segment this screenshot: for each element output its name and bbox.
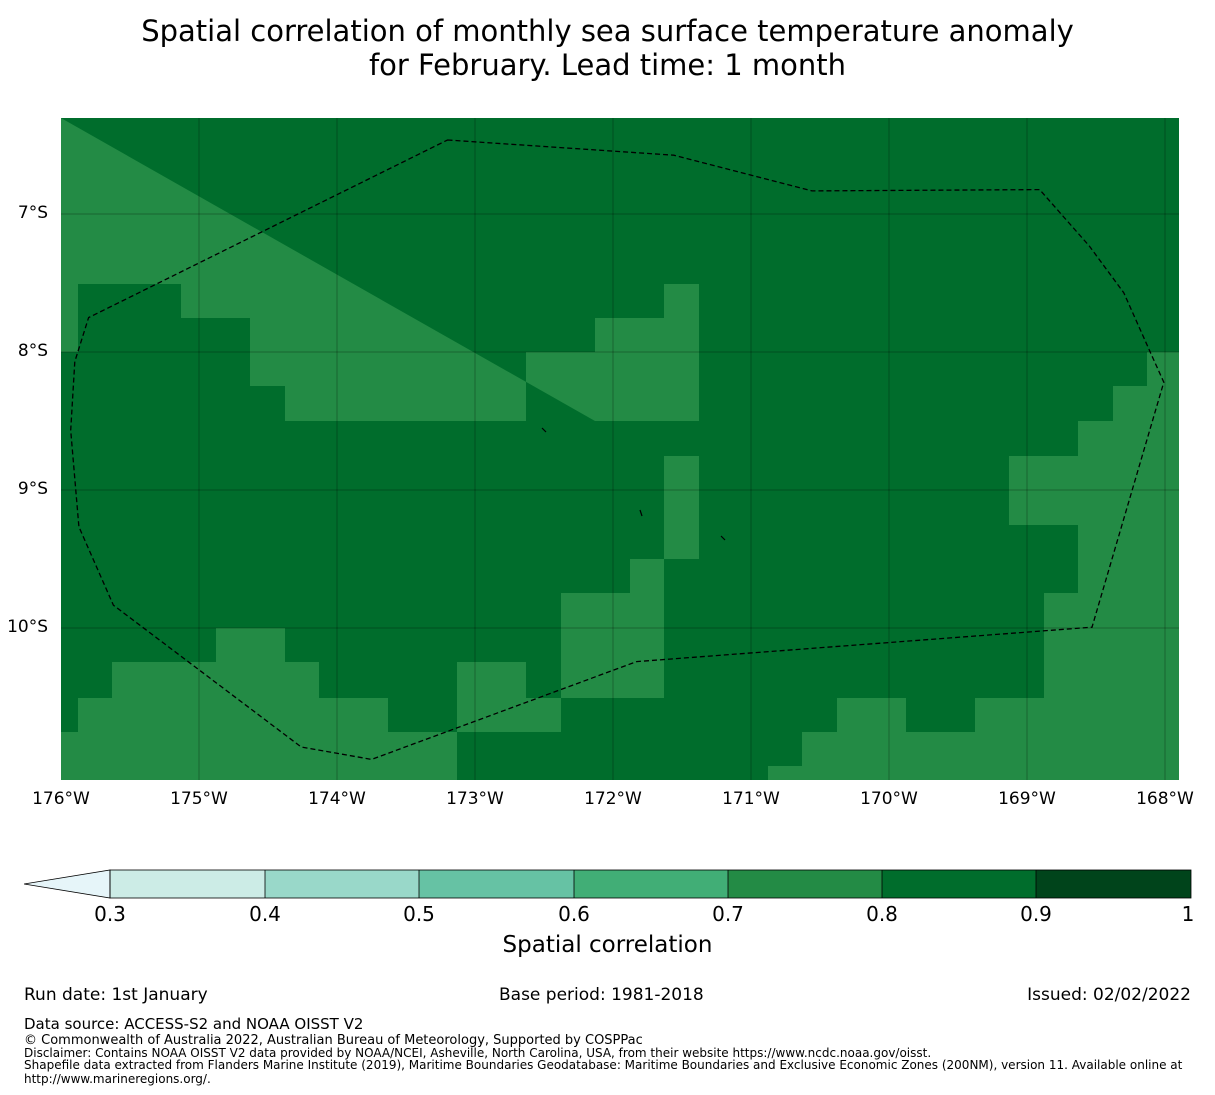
lat-label-8s: 8°S: [17, 341, 48, 361]
colorbar-segment-0.8-0.9: [882, 870, 1036, 898]
issued-date: Issued: 02/02/2022: [1027, 985, 1191, 1005]
eez-boundary: [70, 139, 1165, 761]
title-line-2: for February. Lead time: 1 month: [368, 48, 847, 82]
colorbar-tick-0.5: 0.5: [403, 902, 435, 926]
lon-label-176w: 176°W: [32, 789, 90, 809]
island-3: [720, 535, 726, 541]
base-period: Base period: 1981-2018: [499, 985, 704, 1005]
colorbar-tick-0.8: 0.8: [866, 902, 898, 926]
island-2: [639, 509, 643, 517]
chart-title: Spatial correlation of monthly sea surfa…: [0, 14, 1215, 82]
correlation-map[interactable]: [61, 118, 1179, 780]
colorbar-segment-0.7-0.8: [728, 870, 882, 898]
colorbar-tick-0.3: 0.3: [94, 902, 126, 926]
copyright: © Commonwealth of Australia 2022, Austra…: [24, 1033, 643, 1048]
colorbar-tick-1: 1: [1181, 902, 1195, 926]
island-1: [541, 427, 547, 433]
lon-label-175w: 175°W: [170, 789, 228, 809]
data-source: Data source: ACCESS-S2 and NOAA OISST V2: [24, 1015, 364, 1033]
colorbar: [23, 869, 1194, 899]
run-date: Run date: 1st January: [24, 985, 208, 1005]
lon-label-172w: 172°W: [584, 789, 642, 809]
lat-label-10s: 10°S: [7, 617, 48, 637]
high-correlation-region: [61, 118, 1179, 780]
colorbar-tick-0.9: 0.9: [1020, 902, 1052, 926]
map-canvas: [61, 118, 1179, 780]
colorbar-segment-0.4-0.5: [265, 870, 419, 898]
colorbar-tick-0.7: 0.7: [712, 902, 744, 926]
lon-label-174w: 174°W: [308, 789, 366, 809]
colorbar-tick-0.4: 0.4: [249, 902, 281, 926]
lon-label-168w: 168°W: [1136, 789, 1194, 809]
lon-label-173w: 173°W: [446, 789, 504, 809]
colorbar-extend-arrow: [23, 869, 111, 899]
colorbar-segment-0.3-0.4: [110, 870, 265, 898]
shapefile-url: http://www.marineregions.org/.: [24, 1072, 211, 1086]
colorbar-outline: [109, 869, 1192, 899]
title-line-1: Spatial correlation of monthly sea surfa…: [141, 14, 1074, 48]
shapefile-credit: Shapefile data extracted from Flanders M…: [24, 1058, 1183, 1072]
colorbar-segment-0.5-0.6: [419, 870, 574, 898]
inner-patch: [561, 559, 630, 593]
colorbar-graphic: [23, 869, 1192, 899]
colorbar-segment-0.6-0.7: [574, 870, 728, 898]
lon-label-171w: 171°W: [722, 789, 780, 809]
lon-label-170w: 170°W: [860, 789, 918, 809]
northern-band: [61, 118, 1179, 780]
colorbar-segment-0.9-1: [1036, 870, 1191, 898]
colorbar-label: Spatial correlation: [502, 932, 713, 958]
colorbar-tick-0.6: 0.6: [558, 902, 590, 926]
disclaimer: Disclaimer: Contains NOAA OISST V2 data …: [24, 1046, 932, 1060]
lon-label-169w: 169°W: [998, 789, 1056, 809]
lat-label-9s: 9°S: [17, 479, 48, 499]
lat-label-7s: 7°S: [17, 203, 48, 223]
graticule: [61, 118, 1179, 780]
islands: [541, 427, 726, 541]
